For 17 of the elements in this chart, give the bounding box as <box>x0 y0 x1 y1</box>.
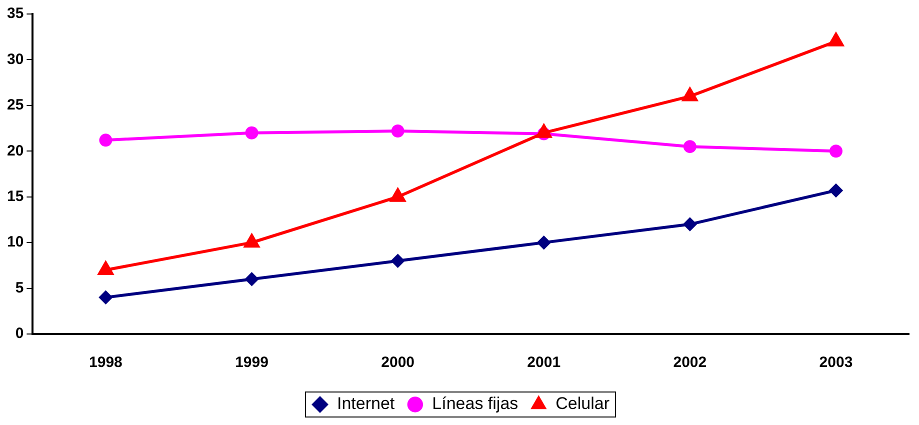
legend-label: Internet <box>337 394 395 414</box>
y-tick-label: 5 <box>15 279 24 296</box>
y-tick-label: 20 <box>6 142 24 160</box>
legend-label: Líneas fijas <box>432 394 518 414</box>
y-tick-label: 35 <box>6 5 24 22</box>
y-tick-label: 0 <box>15 325 24 342</box>
x-tick-label: 1998 <box>89 354 122 372</box>
y-tick-label: 30 <box>6 50 24 68</box>
x-tick-label: 2002 <box>673 354 707 372</box>
y-tick-label: 25 <box>6 96 24 114</box>
x-tick-label: 2003 <box>819 354 853 372</box>
x-tick-label: 1999 <box>235 354 268 372</box>
y-tick-label: 10 <box>6 234 24 251</box>
x-tick-label: 2000 <box>381 354 415 372</box>
x-tick-label: 2001 <box>527 354 561 372</box>
legend-label: Celular <box>556 394 610 414</box>
y-tick-label: 15 <box>6 188 24 205</box>
